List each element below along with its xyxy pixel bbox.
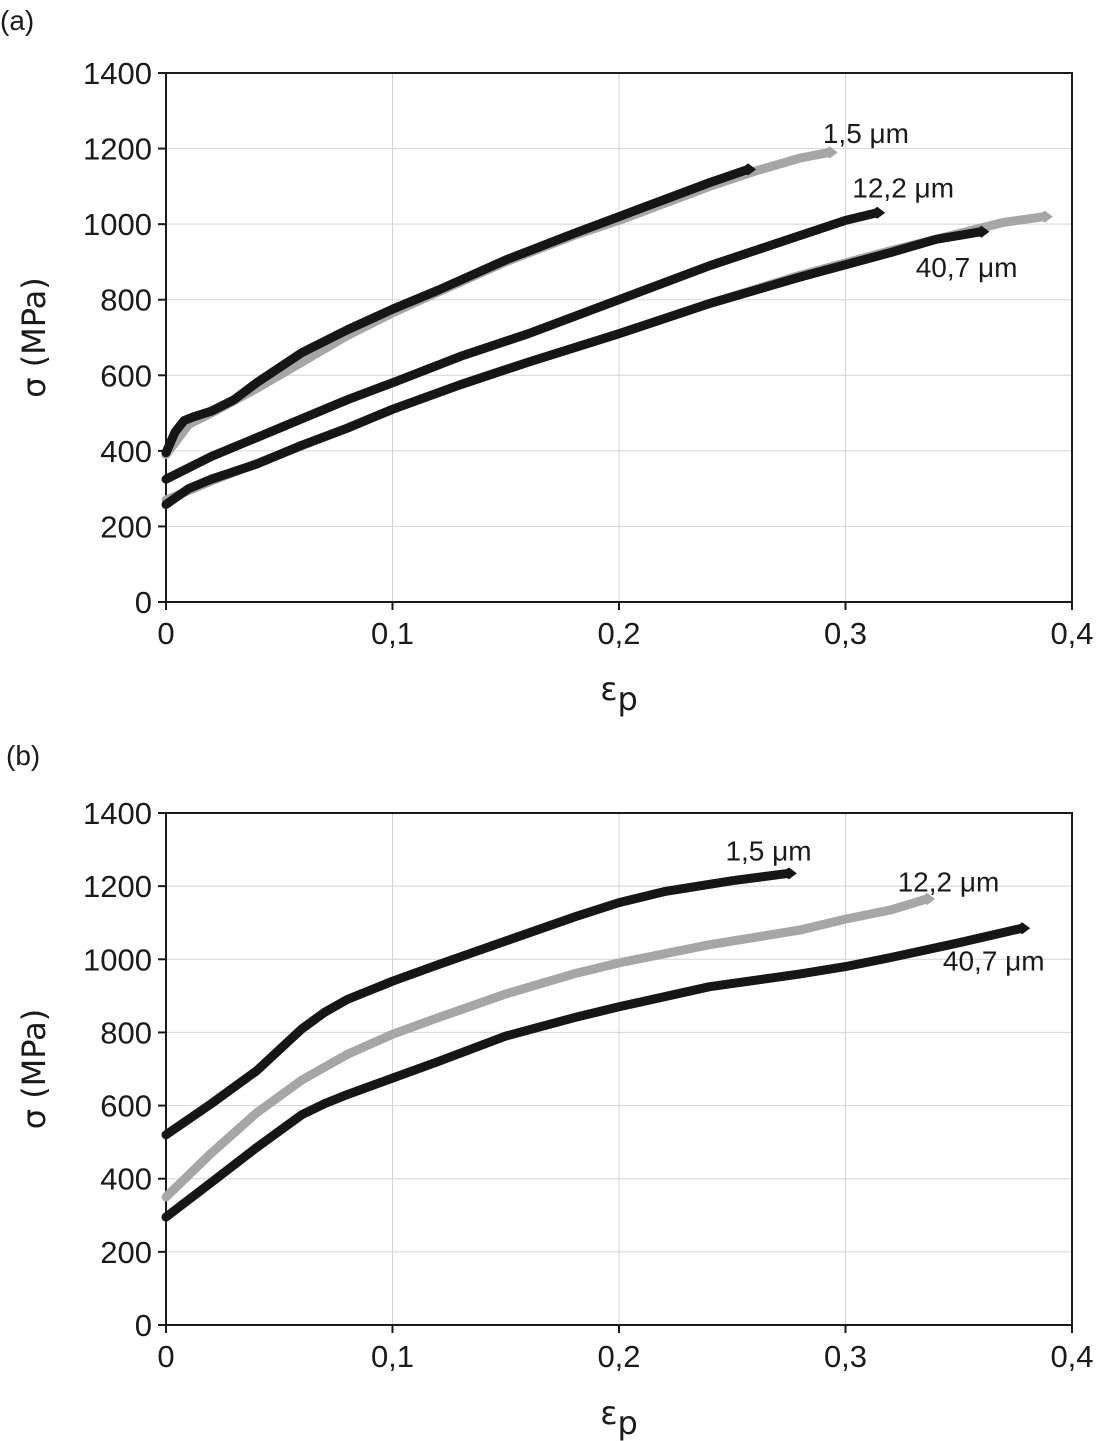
y-tick-label: 1400 [83, 56, 152, 91]
y-tick-label: 600 [100, 1089, 152, 1124]
y-tick-label: 1400 [83, 796, 152, 831]
x-tick-label: 0,1 [371, 1339, 414, 1374]
y-tick-label: 1200 [83, 869, 152, 904]
y-axis-label: σ (MPa) [15, 1009, 53, 1130]
y-tick-label: 0 [135, 1308, 152, 1343]
series-end-marker [821, 146, 838, 159]
series-line [161, 894, 932, 1202]
series-line [161, 164, 753, 458]
y-tick-label: 600 [100, 358, 152, 393]
x-axis-label-subscript: p [617, 680, 637, 718]
series-line [161, 923, 1027, 1222]
x-tick-label: 0,3 [824, 1339, 867, 1374]
y-tick-label: 0 [135, 585, 152, 620]
panel-label: (a) [0, 5, 34, 36]
x-tick-label: 0,2 [597, 1339, 640, 1374]
x-tick-label: 0 [157, 1339, 174, 1374]
panel-a: (a) 0 200 400 600 800 1000 1200 1400 0 0,1 0,2 0,3 0,… [0, 5, 1094, 718]
series-end-marker [973, 225, 990, 238]
x-tick-label: 0,4 [1050, 616, 1093, 651]
x-axis-label-main: ε [600, 1394, 617, 1432]
curve-annotation: 40,7 μm [943, 945, 1045, 976]
series-line [161, 868, 794, 1140]
y-tick-label: 400 [100, 1162, 152, 1197]
series-line [161, 227, 986, 509]
y-tick-label: 400 [100, 434, 152, 469]
series-line [161, 208, 882, 484]
x-tick-label: 0,1 [371, 616, 414, 651]
series-end-marker [780, 867, 797, 880]
curve-annotation: 40,7 μm [916, 252, 1018, 283]
x-tick-label: 0,4 [1050, 1339, 1093, 1374]
y-axis-label: σ (MPa) [15, 277, 53, 398]
y-tick-label: 200 [100, 1235, 152, 1270]
y-tick-label: 200 [100, 509, 152, 544]
y-tick-label: 1000 [83, 207, 152, 242]
y-tick-label: 800 [100, 283, 152, 318]
curve-annotation: 1,5 μm [823, 118, 909, 149]
x-axis-label: εp [600, 1394, 638, 1441]
x-tick-label: 0,2 [597, 616, 640, 651]
series-end-marker [1036, 210, 1053, 223]
y-tick-label: 1000 [83, 942, 152, 977]
curve-annotation: 12,2 μm [852, 173, 954, 204]
curve-annotation: 12,2 μm [898, 867, 1000, 898]
x-tick-label: 0 [157, 616, 174, 651]
x-axis-label-subscript: p [617, 1404, 637, 1441]
x-tick-label: 0,3 [824, 616, 867, 651]
series-line [161, 147, 835, 460]
series-end-marker [919, 892, 936, 905]
series-end-marker [1014, 922, 1031, 935]
y-tick-label: 1200 [83, 132, 152, 167]
panel-b: (b) 0 200 400 600 800 1000 1200 1400 0 0,1 0,2 0,3 0,… [6, 740, 1094, 1441]
panel-label: (b) [6, 740, 40, 771]
curve-annotation: 1,5 μm [725, 836, 811, 867]
series-end-marker [869, 206, 886, 219]
x-axis-label-main: ε [600, 670, 617, 708]
y-tick-label: 800 [100, 1015, 152, 1050]
x-axis-label: εp [600, 670, 638, 718]
series-end-marker [740, 163, 757, 176]
